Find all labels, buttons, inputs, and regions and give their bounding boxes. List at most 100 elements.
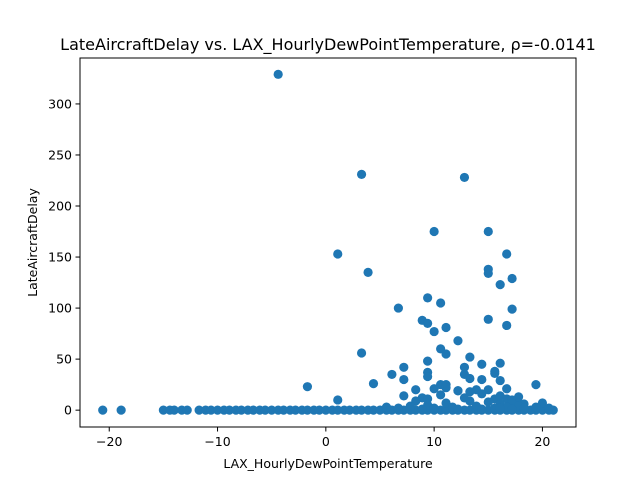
data-point	[423, 293, 433, 303]
data-point	[387, 369, 397, 380]
data-point	[519, 403, 529, 413]
data-point	[194, 405, 204, 415]
data-point	[483, 226, 493, 237]
data-point	[212, 405, 223, 415]
data-point	[302, 382, 313, 392]
data-point	[302, 405, 313, 415]
data-point	[495, 358, 505, 368]
y-tick-label: 200	[48, 199, 72, 214]
data-point	[453, 336, 463, 346]
data-point	[531, 402, 541, 412]
data-point	[465, 352, 475, 362]
chart-title: LateAircraftDelay vs. LAX_HourlyDewPoint…	[60, 35, 596, 55]
data-point	[495, 375, 505, 386]
data-point	[507, 404, 517, 414]
data-point	[507, 304, 517, 314]
data-point	[321, 405, 331, 415]
y-tick-label: 100	[48, 301, 72, 316]
data-point	[333, 405, 343, 415]
y-axis-label: LateAircraftDelay	[25, 188, 40, 297]
data-point	[436, 390, 446, 400]
y-tick-label: 250	[48, 147, 72, 162]
data-point	[333, 395, 343, 405]
data-point	[248, 405, 258, 415]
data-point	[260, 405, 270, 415]
x-tick-label: −10	[204, 434, 230, 449]
data-point	[507, 273, 517, 284]
data-point	[273, 69, 283, 79]
data-point	[345, 405, 355, 415]
data-point	[429, 384, 439, 394]
data-point	[314, 405, 324, 415]
data-point	[236, 405, 246, 415]
data-point	[356, 348, 367, 358]
data-point	[393, 403, 403, 413]
data-point	[417, 404, 427, 414]
data-point	[368, 379, 379, 389]
data-point	[483, 397, 493, 407]
data-point	[405, 401, 415, 411]
data-point	[423, 371, 433, 382]
data-point	[333, 249, 343, 259]
data-point	[465, 373, 475, 384]
data-point	[224, 405, 235, 415]
data-point	[279, 405, 289, 415]
x-tick-label: 10	[426, 434, 442, 449]
data-point	[502, 320, 512, 331]
data-point	[465, 387, 475, 397]
y-tick-label: 50	[56, 352, 72, 367]
data-point	[368, 405, 379, 415]
data-point	[206, 405, 216, 415]
data-point	[169, 405, 179, 415]
y-tick-label: 300	[48, 96, 72, 111]
data-point	[411, 385, 421, 395]
data-point	[459, 172, 470, 183]
y-tick-label: 150	[48, 250, 72, 265]
data-point	[158, 405, 168, 415]
x-axis-ticks: −20 −10 0 10 20	[96, 427, 550, 449]
data-point	[477, 404, 487, 414]
data-point	[477, 374, 487, 385]
data-point	[290, 405, 301, 415]
data-point	[393, 303, 403, 313]
data-point	[98, 405, 108, 415]
data-point	[502, 384, 512, 394]
data-points	[98, 69, 558, 415]
data-point	[356, 169, 367, 179]
plot-frame	[79, 57, 577, 428]
data-point	[423, 318, 433, 328]
x-tick-label: 0	[322, 434, 330, 449]
data-point	[182, 405, 192, 415]
data-point	[441, 322, 451, 333]
data-point	[502, 249, 512, 259]
y-tick-label: 0	[64, 403, 72, 418]
data-point	[490, 368, 500, 379]
data-point	[399, 391, 409, 401]
y-axis-ticks: 0 50 100 150 200 250 300	[48, 96, 80, 418]
data-point	[399, 362, 409, 372]
data-point	[436, 298, 446, 308]
data-point	[116, 405, 126, 415]
data-point	[453, 404, 463, 414]
data-point	[459, 362, 470, 372]
x-axis-label: LAX_HourlyDewPointTemperature	[223, 456, 433, 471]
data-point	[441, 349, 451, 359]
data-point	[544, 403, 554, 413]
data-point	[531, 380, 541, 390]
data-point	[477, 359, 487, 369]
data-point	[495, 403, 505, 413]
x-tick-label: 20	[534, 434, 550, 449]
data-point	[429, 326, 439, 337]
data-point	[356, 405, 367, 415]
data-point	[441, 383, 451, 393]
data-point	[429, 226, 439, 237]
x-tick-label: −20	[96, 434, 122, 449]
data-point	[465, 396, 475, 406]
data-point	[381, 402, 392, 412]
data-point	[483, 314, 493, 324]
data-point	[495, 280, 505, 290]
data-point	[423, 356, 433, 366]
data-point	[483, 268, 493, 278]
data-point	[429, 403, 439, 413]
